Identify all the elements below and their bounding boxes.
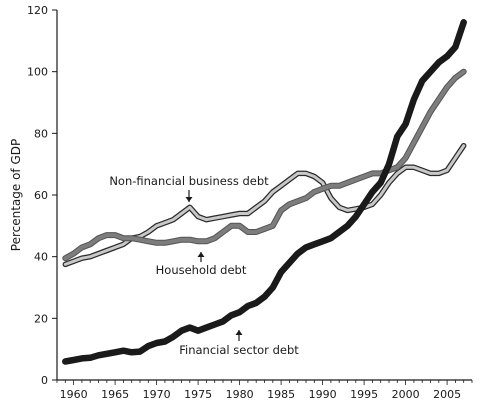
annotations: Non-financial business debt Household deb… bbox=[109, 174, 299, 357]
y-tick-label: 20 bbox=[34, 312, 48, 325]
x-tick-label: 2000 bbox=[392, 388, 420, 401]
x-tick-label: 1980 bbox=[226, 388, 254, 401]
x-tick-label: 1990 bbox=[309, 388, 337, 401]
x-tick-label: 1970 bbox=[143, 388, 171, 401]
x-tick-label: 2005 bbox=[433, 388, 461, 401]
annotation-label: Household debt bbox=[156, 263, 247, 277]
y-tick-label: 80 bbox=[34, 127, 48, 140]
y-tick-label: 40 bbox=[34, 251, 48, 264]
annotation-label: Financial sector debt bbox=[179, 343, 299, 357]
series-lines bbox=[62, 19, 467, 365]
annotation-arrow-head bbox=[197, 252, 205, 257]
annotation-arrow-head bbox=[235, 330, 243, 335]
non-financial-business-debt-annotation: Non-financial business debt bbox=[109, 174, 269, 202]
financial-sector-debt-annotation: Financial sector debt bbox=[179, 330, 299, 357]
annotation-arrow-head bbox=[185, 197, 193, 202]
x-tick-label: 1965 bbox=[101, 388, 129, 401]
household-debt-series bbox=[62, 68, 467, 262]
x-tick-label: 1975 bbox=[184, 388, 212, 401]
financial-sector-debt-series bbox=[62, 19, 467, 365]
y-tick-label: 100 bbox=[27, 66, 48, 79]
y-tick-label: 60 bbox=[34, 189, 48, 202]
x-tick-label: 1960 bbox=[60, 388, 88, 401]
axes: 0 20 40 60 80 100 120 1960 1965 1970 1975 1980 1985 1… bbox=[27, 4, 473, 401]
annotation-label: Non-financial business debt bbox=[109, 174, 269, 188]
x-tick-label: 1995 bbox=[350, 388, 378, 401]
y-tick-label: 120 bbox=[27, 4, 48, 17]
household-debt-annotation: Household debt bbox=[156, 252, 247, 277]
financial-sector-debt-line bbox=[62, 19, 467, 365]
household-debt-line bbox=[63, 69, 466, 261]
x-tick-label: 1985 bbox=[267, 388, 295, 401]
y-axis-title: Percentage of GDP bbox=[9, 139, 23, 251]
y-tick-label: 0 bbox=[41, 374, 48, 387]
